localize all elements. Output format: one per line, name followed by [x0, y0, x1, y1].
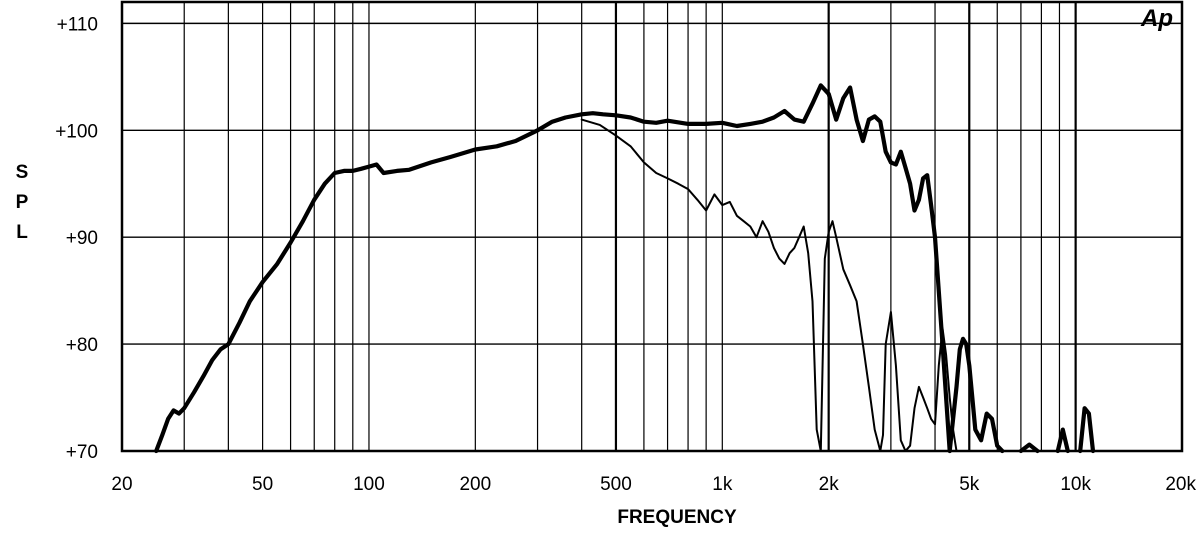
series-lines — [154, 83, 1096, 454]
x-tick-label: 500 — [600, 474, 632, 495]
x-tick-label: 100 — [353, 474, 385, 495]
x-tick-label: 20 — [111, 474, 132, 495]
y-tick-label: +110 — [57, 14, 98, 35]
series-line-5 — [1078, 406, 1096, 454]
x-tick-labels: 20 50 100 200 500 1k 2k 5k 10k 20k — [111, 474, 1196, 495]
y-tick-label: +70 — [66, 442, 98, 463]
series-line-3 — [1018, 442, 1040, 454]
series-line-2 — [580, 118, 961, 452]
ap-logo: Ap — [1140, 5, 1173, 32]
x-tick-label: 5k — [959, 474, 980, 495]
x-tick-label: 2k — [819, 474, 840, 495]
plot-frame — [120, 0, 1184, 453]
y-tick-label: +80 — [66, 335, 98, 356]
y-tick-labels: +70 +80 +90 +100 +110 — [55, 14, 98, 463]
y-tick-label: +90 — [66, 228, 98, 249]
x-tick-label: 200 — [459, 474, 491, 495]
x-tick-label: 10k — [1060, 474, 1091, 495]
x-tick-label: 20k — [1165, 474, 1196, 495]
y-tick-label: +100 — [55, 121, 98, 142]
x-axis-label: FREQUENCY — [617, 507, 737, 528]
grid-lines — [122, 2, 1182, 451]
series-line-4 — [1055, 427, 1070, 454]
x-tick-label: 1k — [712, 474, 733, 495]
x-tick-label: 50 — [252, 474, 273, 495]
series-line-1 — [154, 83, 1005, 454]
